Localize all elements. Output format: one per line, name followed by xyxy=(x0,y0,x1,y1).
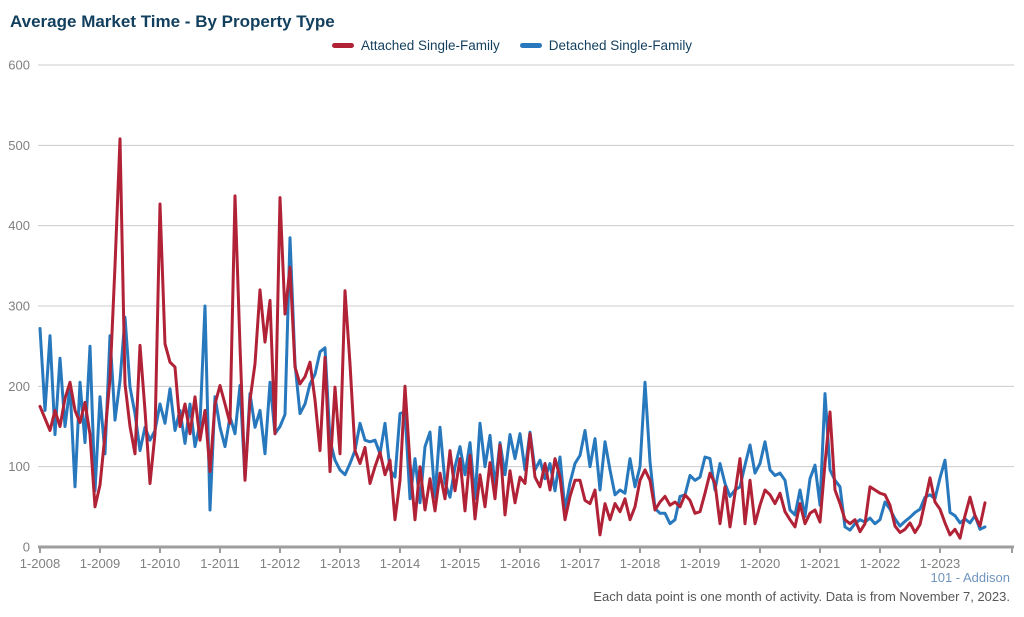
x-tick-label-1-2010: 1-2010 xyxy=(140,556,180,571)
y-tick-label-100: 100 xyxy=(8,459,30,474)
x-tick-label-1-2014: 1-2014 xyxy=(380,556,420,571)
x-tick-label-1-2011: 1-2011 xyxy=(200,556,240,571)
y-tick-label-400: 400 xyxy=(8,218,30,233)
attached-series-label: Attached Single-Family xyxy=(360,38,500,53)
x-tick-label-1-2020: 1-2020 xyxy=(740,556,780,571)
footer-note: Each data point is one month of activity… xyxy=(593,589,1010,604)
legend-item-detached[interactable]: Detached Single-Family xyxy=(519,38,693,53)
y-tick-label-600: 600 xyxy=(8,58,30,73)
x-tick-label-1-2013: 1-2013 xyxy=(320,556,360,571)
x-tick-label-1-2022: 1-2022 xyxy=(860,556,900,571)
x-tick-label-1-2019: 1-2019 xyxy=(680,556,720,571)
y-tick-label-0: 0 xyxy=(23,540,30,555)
series-line-attached-single-family xyxy=(38,137,987,540)
attached-series-swatch xyxy=(331,43,354,48)
y-tick-label-200: 200 xyxy=(8,379,30,394)
y-tick-label-500: 500 xyxy=(8,138,30,153)
x-tick-label-1-2021: 1-2021 xyxy=(800,556,840,571)
detached-series-label: Detached Single-Family xyxy=(548,38,693,53)
y-tick-label-300: 300 xyxy=(8,299,30,314)
line-chart-plot: 0 100 200 300 400 500 600 1-2008 1-2009 1-2010 1-2… xyxy=(8,58,1014,571)
legend-item-attached[interactable]: Attached Single-Family xyxy=(331,38,500,53)
x-tick-label-1-2015: 1-2015 xyxy=(440,556,480,571)
x-tick-label-1-2018: 1-2018 xyxy=(620,556,660,571)
x-tick-label-1-2017: 1-2017 xyxy=(560,556,600,571)
legend: Attached Single-Family Detached Single-F… xyxy=(0,38,1024,53)
x-tick-label-1-2016: 1-2016 xyxy=(500,556,540,571)
area-label: 101 - Addison xyxy=(930,570,1010,585)
chart-title: Average Market Time - By Property Type xyxy=(10,12,335,31)
x-tick-label-1-2023: 1-2023 xyxy=(920,556,960,571)
detached-series-swatch xyxy=(519,43,542,48)
x-tick-label-1-2009: 1-2009 xyxy=(80,556,120,571)
x-tick-label-1-2008: 1-2008 xyxy=(20,556,60,571)
x-tick-label-1-2012: 1-2012 xyxy=(260,556,300,571)
